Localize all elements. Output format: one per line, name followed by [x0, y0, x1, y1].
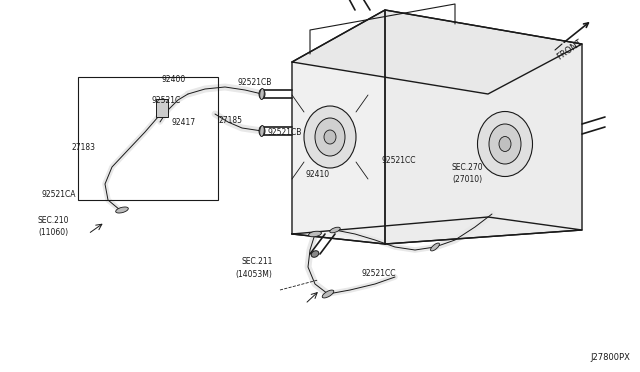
Text: (14053M): (14053M) [235, 270, 272, 279]
Text: 92521CC: 92521CC [362, 269, 397, 279]
Text: 92417: 92417 [172, 118, 196, 126]
Text: (11060): (11060) [38, 228, 68, 237]
Ellipse shape [259, 89, 265, 99]
Polygon shape [292, 10, 385, 244]
Text: 92521C: 92521C [152, 96, 181, 105]
Ellipse shape [489, 124, 521, 164]
Ellipse shape [499, 137, 511, 151]
Text: J27800PX: J27800PX [590, 353, 630, 362]
Ellipse shape [324, 130, 336, 144]
Ellipse shape [259, 126, 265, 136]
Text: 92410: 92410 [305, 170, 329, 179]
Ellipse shape [330, 227, 340, 233]
Ellipse shape [431, 243, 440, 251]
Text: (27010): (27010) [452, 174, 482, 183]
Polygon shape [292, 217, 582, 244]
Text: 27183: 27183 [72, 142, 96, 151]
Ellipse shape [311, 251, 319, 257]
Text: SEC.270: SEC.270 [452, 163, 484, 171]
Text: SEC.210: SEC.210 [38, 215, 70, 224]
Ellipse shape [315, 118, 345, 156]
Ellipse shape [477, 112, 532, 176]
Ellipse shape [308, 231, 321, 237]
Bar [156, 99, 168, 117]
Ellipse shape [116, 207, 128, 213]
Ellipse shape [322, 290, 334, 298]
Text: 92521CB: 92521CB [238, 77, 273, 87]
Text: 92521CC: 92521CC [382, 155, 417, 164]
Polygon shape [385, 10, 582, 244]
Text: SEC.211: SEC.211 [242, 257, 273, 266]
Text: FRONT: FRONT [555, 38, 584, 62]
Text: 92521CA: 92521CA [42, 189, 77, 199]
Text: 92521CB: 92521CB [268, 128, 302, 137]
Polygon shape [292, 10, 582, 94]
Ellipse shape [304, 106, 356, 168]
Text: 92400: 92400 [162, 74, 186, 83]
Ellipse shape [260, 125, 264, 137]
Ellipse shape [260, 89, 264, 99]
Bar [78, 77, 218, 200]
Text: 27185: 27185 [218, 115, 242, 125]
